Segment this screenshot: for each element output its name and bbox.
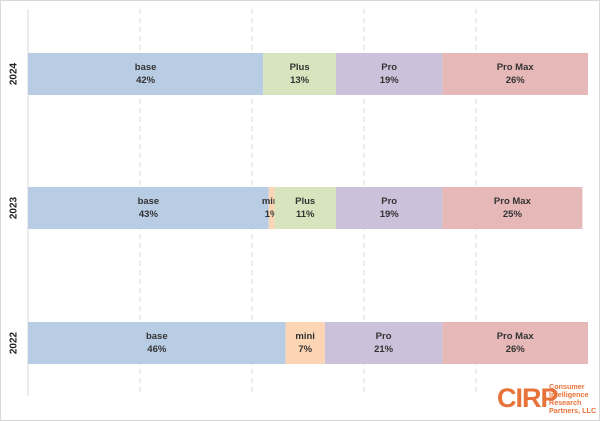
segment-value-label: 42% bbox=[136, 75, 156, 86]
segment-value-label: 1% bbox=[265, 209, 279, 220]
segment-name-label: mini bbox=[295, 331, 315, 342]
segment-name-label: Pro Max bbox=[494, 196, 532, 207]
logo-tagline-line: Consumer bbox=[549, 382, 585, 391]
segment-value-label: 46% bbox=[147, 344, 167, 355]
segment-name-label: base bbox=[138, 196, 160, 207]
year-label: 2023 bbox=[9, 196, 20, 219]
logo-tagline-line: Intelligence bbox=[549, 390, 589, 399]
bar-segment bbox=[336, 53, 443, 95]
bar-segment bbox=[263, 53, 336, 95]
segment-name-label: Plus bbox=[295, 196, 315, 207]
segment-name-label: mini bbox=[262, 196, 282, 207]
year-label: 2022 bbox=[9, 331, 20, 354]
segment-value-label: 19% bbox=[380, 75, 400, 86]
logo-tagline: Consumer Intelligence Research Partners,… bbox=[549, 383, 599, 415]
segment-value-label: 11% bbox=[296, 209, 315, 220]
bar-segment bbox=[28, 322, 286, 364]
logo-tagline-line: Partners, LLC bbox=[549, 406, 597, 415]
bar-segment bbox=[28, 187, 269, 229]
segment-name-label: Pro bbox=[381, 62, 397, 73]
segment-name-label: base bbox=[146, 331, 168, 342]
bar-segment bbox=[336, 187, 443, 229]
bar-segment bbox=[28, 53, 264, 95]
bar-segment bbox=[268, 187, 275, 229]
segment-name-label: Pro Max bbox=[497, 331, 535, 342]
segment-name-label: Pro bbox=[376, 331, 392, 342]
segment-value-label: 43% bbox=[139, 209, 159, 220]
segment-name-label: Plus bbox=[290, 62, 310, 73]
bar-segment bbox=[442, 322, 588, 364]
logo-tagline-line: Research bbox=[549, 398, 582, 407]
segment-value-label: 25% bbox=[503, 209, 523, 220]
cirp-logo: CIRP Consumer Intelligence Research Part… bbox=[497, 378, 597, 418]
bar-segment bbox=[442, 187, 583, 229]
bar-segment bbox=[442, 53, 588, 95]
bar-segment bbox=[274, 187, 336, 229]
segment-value-label: 13% bbox=[290, 75, 310, 86]
segment-value-label: 7% bbox=[298, 344, 312, 355]
segment-value-label: 19% bbox=[380, 209, 400, 220]
logo-mark: CIRP bbox=[497, 383, 559, 413]
segment-value-label: 26% bbox=[506, 344, 526, 355]
segment-name-label: Pro Max bbox=[497, 62, 535, 73]
bar-segment bbox=[285, 322, 325, 364]
segment-name-label: base bbox=[135, 62, 157, 73]
year-label: 2024 bbox=[9, 62, 20, 85]
segment-value-label: 21% bbox=[374, 344, 394, 355]
segment-value-label: 26% bbox=[506, 75, 526, 86]
segment-name-label: Pro bbox=[381, 196, 397, 207]
bar-segment bbox=[324, 322, 443, 364]
